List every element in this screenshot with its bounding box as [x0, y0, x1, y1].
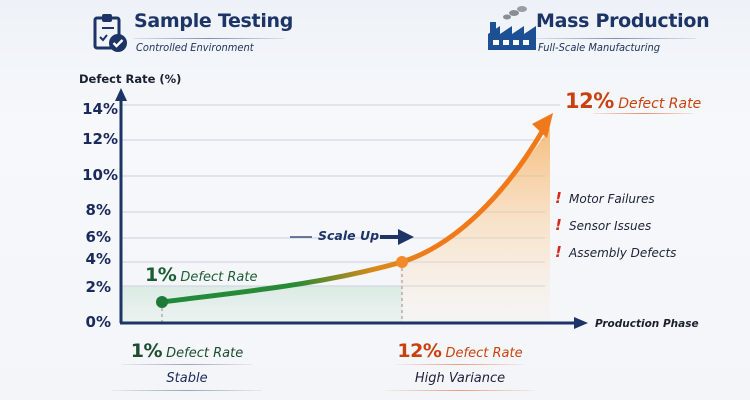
sample-testing-header: Sample Testing Controlled Environment [92, 10, 293, 56]
x-axis-arrow [574, 317, 588, 329]
scaleup-point [396, 256, 408, 268]
issues-list: ! Motor Failures ! Sensor Issues ! Assembly… [555, 189, 676, 270]
x-axis-label: Production Phase [595, 318, 699, 330]
y-tick-2: 2% [85, 278, 111, 296]
stable-label: Stable [166, 371, 208, 386]
header-divider [134, 38, 284, 39]
y-tick-12: 12% [82, 130, 118, 148]
sample-testing-subtitle: Controlled Environment [136, 41, 254, 54]
stable-zone-band [122, 286, 402, 323]
start-defect-text: Defect Rate [176, 270, 258, 285]
alert-icon: ! [555, 243, 562, 261]
high-defect-value: 12% [397, 340, 442, 362]
y-tick-14: 14% [82, 100, 118, 118]
high-defect-text: Defect Rate [441, 346, 523, 361]
y-axis-arrow [115, 88, 127, 101]
bottom-right-summary: 12% Defect Rate High Variance [385, 340, 535, 391]
curve-arrowhead [532, 113, 553, 138]
header-divider [536, 38, 696, 39]
mass-production-subtitle: Full-Scale Manufacturing [538, 41, 661, 54]
mass-production-header: Mass Production Full-Scale Manufacturing [484, 4, 710, 54]
y-tick-4: 4% [85, 250, 111, 268]
end-defect-text: Defect Rate [613, 96, 702, 112]
start-point [156, 296, 168, 308]
stable-defect-value: 1% [130, 340, 163, 362]
sample-testing-title: Sample Testing [134, 10, 294, 32]
factory-icon [488, 6, 536, 50]
alert-icon: ! [555, 216, 562, 234]
issue-item: ! Motor Failures [555, 189, 655, 207]
defect-area-fill [400, 128, 550, 323]
alert-icon: ! [555, 189, 562, 207]
y-tick-10: 10% [82, 166, 118, 184]
y-tick-0: 0% [85, 313, 111, 331]
end-annotation-rule [593, 113, 693, 114]
end-defect-annotation: 12% Defect Rate [565, 89, 701, 113]
issue-item: ! Assembly Defects [555, 243, 677, 261]
issue-item: ! Sensor Issues [555, 216, 652, 234]
end-defect-value: 12% [565, 89, 614, 113]
stable-defect-text: Defect Rate [162, 346, 244, 361]
y-tick-8: 8% [85, 201, 111, 219]
y-tick-6: 6% [85, 228, 111, 246]
mass-production-title: Mass Production [536, 10, 710, 32]
scale-up-arrow [398, 229, 414, 245]
high-variance-label: High Variance [414, 371, 506, 386]
y-axis-label: Defect Rate (%) [79, 72, 182, 86]
start-defect-annotation: 1% Defect Rate [145, 264, 257, 286]
start-defect-value: 1% [145, 264, 177, 286]
bottom-left-summary: 1% Defect Rate Stable [112, 340, 262, 391]
scale-up-label: Scale Up [318, 228, 380, 243]
clipboard-check-icon [93, 14, 127, 52]
